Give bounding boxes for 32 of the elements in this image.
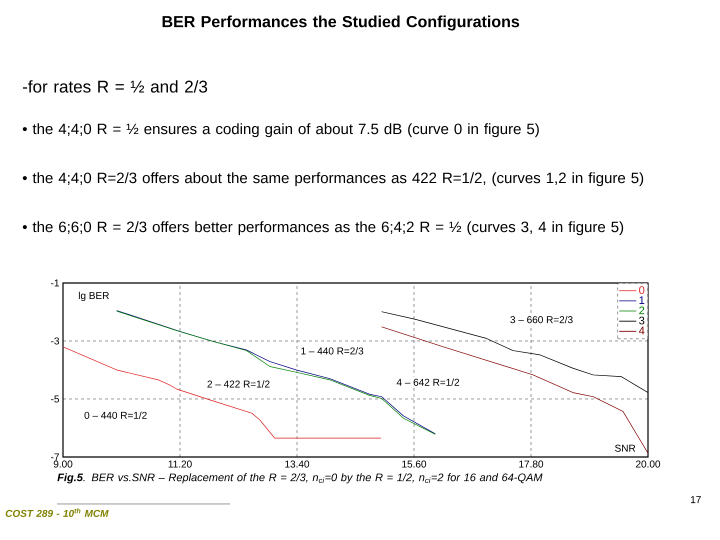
legend-label: 1 [640, 296, 644, 304]
chart-title: BER Performances the Studied Configurations [162, 16, 520, 31]
legend-label: 3 [639, 316, 644, 324]
y-tick-label: -7 [51, 454, 59, 460]
text: • the 4;4;0 R = ½ ensures a coding gain of about 7.5 dB (curve 0 in figure 5) [22, 123, 539, 138]
x-tick-label: 13.40 [285, 460, 310, 468]
x-tick-label: 9.00 [54, 460, 72, 468]
legend-label: 0 [639, 286, 644, 294]
x-tick-label: 17.80 [519, 460, 544, 468]
x-axis-title: SNR [615, 444, 636, 452]
y-tick-label: -1 [51, 280, 59, 286]
y-tick-label: -5 [51, 395, 60, 402]
annotation: 2 – 422 R=1/2 [207, 380, 270, 388]
line-series [381, 326, 648, 454]
y-tick-label: -3 [51, 337, 60, 345]
text: -for rates R = ½ and 2/3 [22, 80, 208, 93]
y-axis-title: lg BER [78, 292, 109, 302]
annotation: 0 – 440 R=1/2 [84, 412, 147, 419]
annotation: 4 – 642 R=1/2 [396, 378, 460, 386]
x-tick-label: 15.60 [402, 460, 426, 468]
text: • the 4;4;0 R=2/3 offers about the same performances as 422 R=1/2, (curves 1,2 in figure 5) [22, 172, 644, 186]
text: 17 [690, 496, 701, 504]
annotation: 1 – 440 R=2/3 [301, 347, 364, 355]
legend-label: 4 [638, 326, 644, 334]
x-tick-label: 20.00 [636, 460, 660, 468]
line-series [62, 346, 382, 438]
text: • the 6;6;0 R = 2/3 offers better performances as the 6;4;2 R = ½ (curves 3, 4 in figure 5) [22, 221, 624, 236]
annotation: 3 – 660 R=2/3 [510, 316, 573, 324]
x-tick-label: 11.20 [168, 460, 192, 468]
legend-label: 2 [639, 306, 644, 314]
text: COST 289 - 10$^{th}$ MCM [6, 508, 109, 517]
text: Fig.5. BER vs.SNR – Replacement of the R = 2/3, n$_{ci}$=0 by the R = 1/2, n$_{ci}$=2 for 16 and 64-QAM [57, 473, 543, 484]
